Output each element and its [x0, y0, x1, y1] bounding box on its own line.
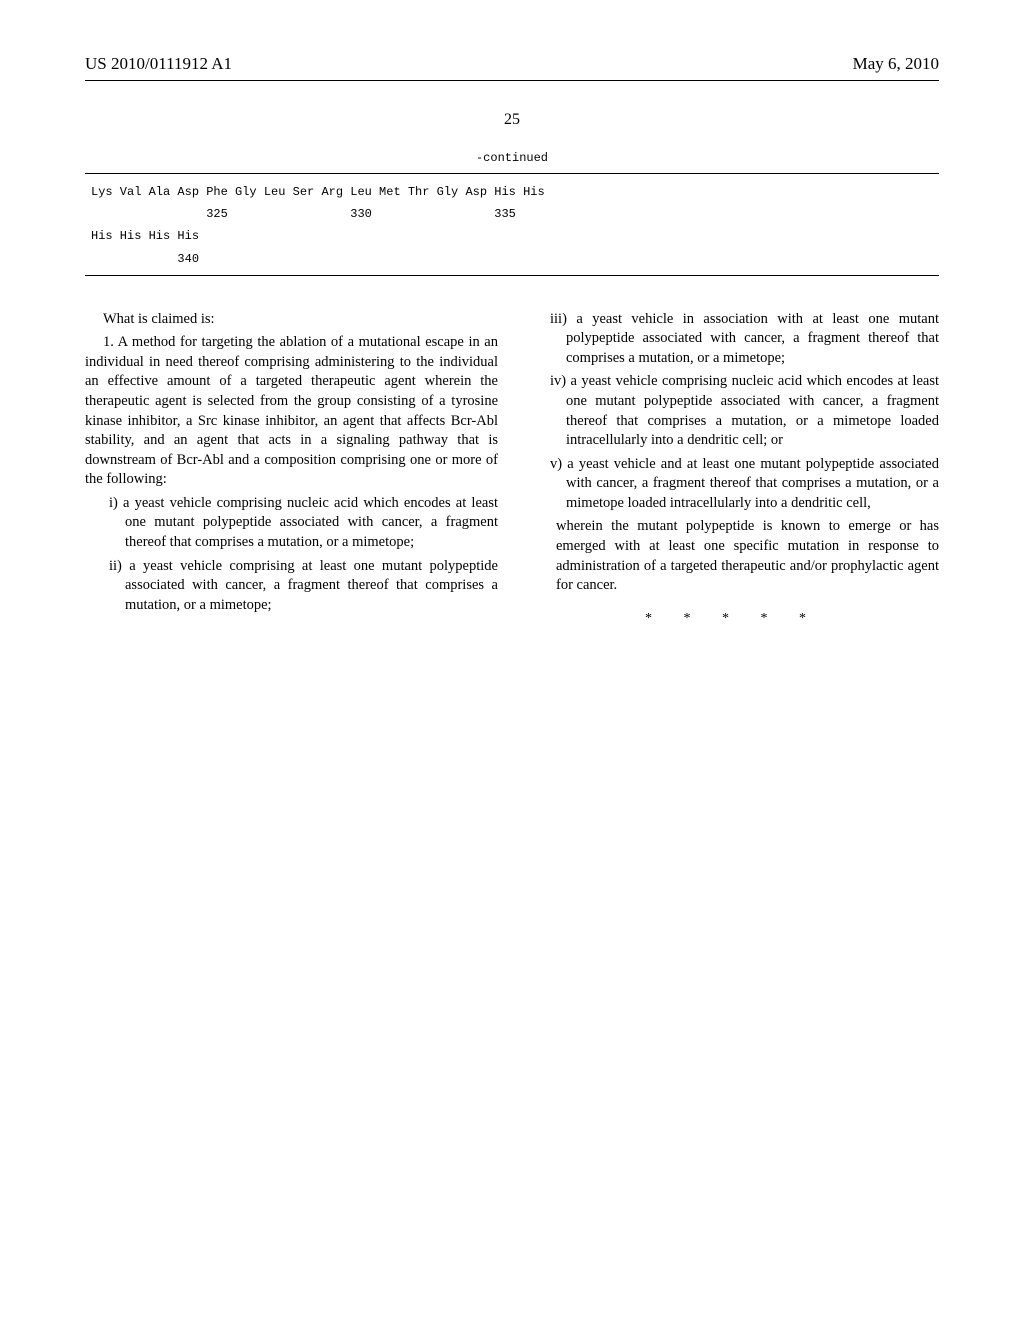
page-number: 25	[85, 111, 939, 129]
publication-number: US 2010/0111912 A1	[85, 54, 232, 74]
sequence-line-2-aa: His His His His	[91, 228, 939, 244]
sequence-rule-top	[85, 173, 939, 174]
claim-item-ii: ii) a yeast vehicle comprising at least …	[85, 557, 498, 616]
publication-date: May 6, 2010	[853, 54, 939, 74]
sequence-line-1-nums: 325 330 335	[91, 206, 939, 222]
claim-item-iii: iii) a yeast vehicle in association with…	[526, 310, 939, 369]
right-column: iii) a yeast vehicle in association with…	[526, 310, 939, 629]
sequence-rule-bottom	[85, 275, 939, 276]
sequence-line-1-aa: Lys Val Ala Asp Phe Gly Leu Ser Arg Leu …	[91, 184, 939, 200]
claim-item-iv: iv) a yeast vehicle comprising nucleic a…	[526, 372, 939, 450]
claims-intro: What is claimed is:	[85, 310, 498, 330]
header-rule	[85, 80, 939, 81]
page-header: US 2010/0111912 A1 May 6, 2010	[85, 54, 939, 74]
claim-item-i: i) a yeast vehicle comprising nucleic ac…	[85, 494, 498, 553]
continued-label: -continued	[85, 151, 939, 165]
claims-columns: What is claimed is: 1. A method for targ…	[85, 310, 939, 629]
sequence-line-2-nums: 340	[91, 251, 939, 267]
left-column: What is claimed is: 1. A method for targ…	[85, 310, 498, 629]
claim-1: 1. A method for targeting the ablation o…	[85, 333, 498, 490]
end-marks: * * * * *	[526, 610, 939, 629]
claim-item-v: v) a yeast vehicle and at least one muta…	[526, 455, 939, 514]
claim-wherein: wherein the mutant polypeptide is known …	[526, 517, 939, 595]
